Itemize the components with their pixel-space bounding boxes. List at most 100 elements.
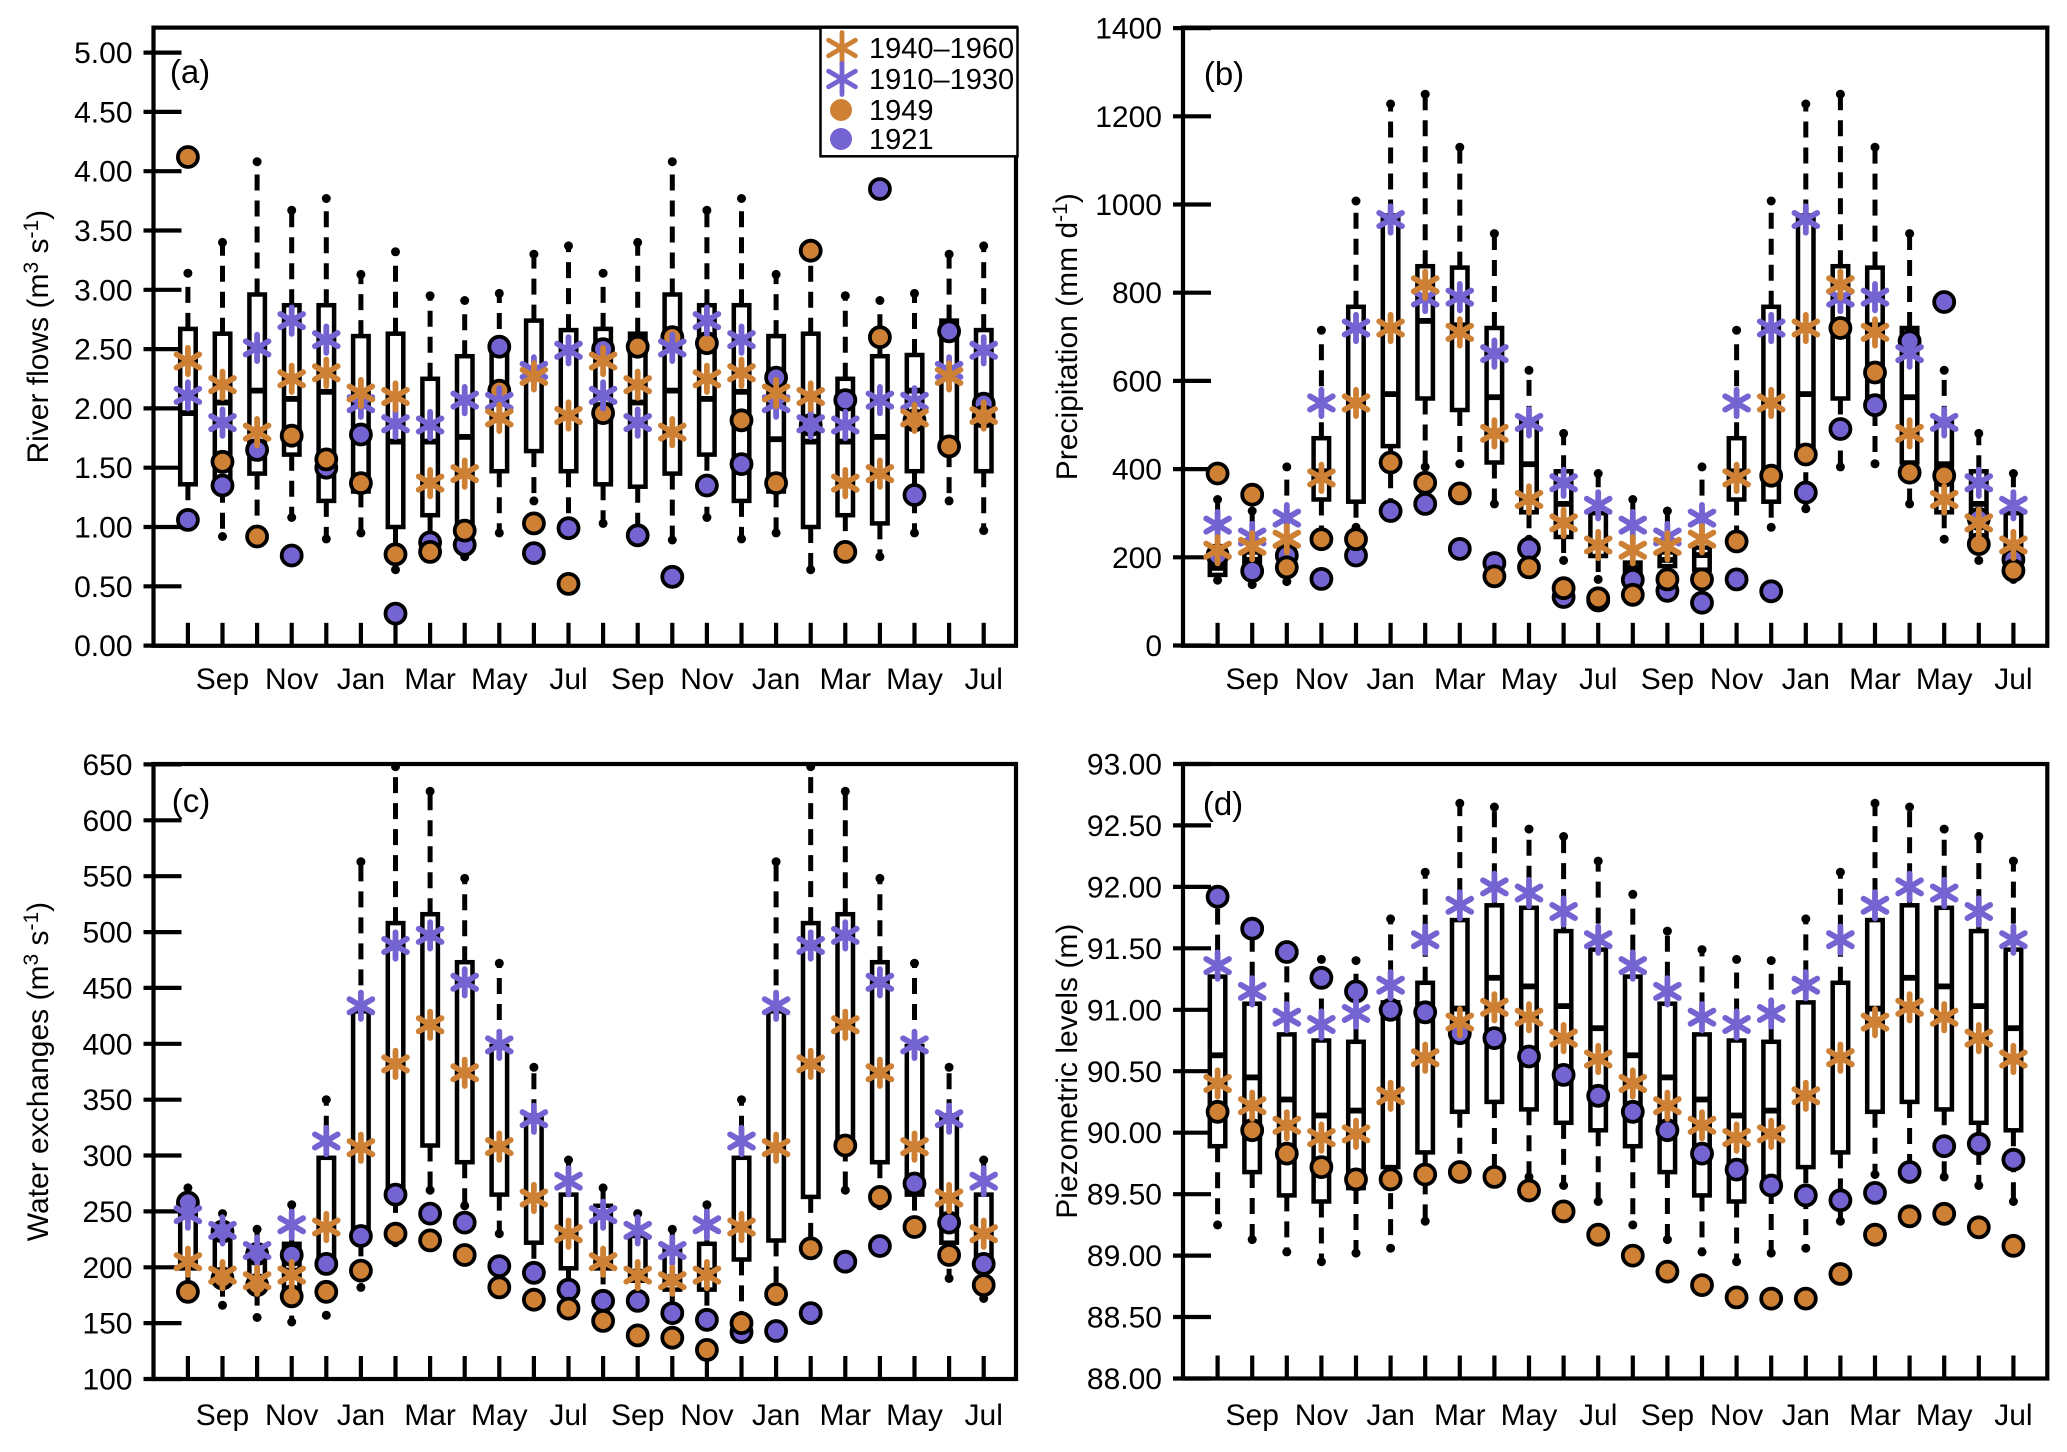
svg-text:89.00: 89.00	[1087, 1240, 1162, 1273]
svg-text:Jan: Jan	[752, 1399, 800, 1432]
svg-text:1949: 1949	[869, 95, 934, 127]
svg-text:1940–1960: 1940–1960	[869, 33, 1014, 65]
svg-text:1910–1930: 1910–1930	[869, 64, 1014, 96]
svg-text:Sep: Sep	[196, 1399, 249, 1432]
svg-text:5.00: 5.00	[74, 37, 132, 70]
svg-text:Jul: Jul	[1994, 1399, 2032, 1432]
svg-text:Nov: Nov	[1710, 663, 1763, 696]
svg-text:1.50: 1.50	[74, 452, 132, 485]
svg-text:May: May	[1916, 663, 1973, 696]
svg-text:Jul: Jul	[1579, 663, 1617, 696]
svg-text:800: 800	[1112, 277, 1162, 310]
svg-text:Jul: Jul	[1994, 663, 2032, 696]
svg-text:May: May	[1501, 663, 1558, 696]
svg-text:Mar: Mar	[1434, 1399, 1486, 1432]
svg-text:Jul: Jul	[549, 663, 587, 696]
svg-text:0.00: 0.00	[74, 630, 132, 663]
svg-text:Jul: Jul	[1579, 1399, 1617, 1432]
svg-text:Nov: Nov	[680, 1399, 733, 1432]
svg-text:May: May	[886, 1399, 943, 1432]
svg-text:90.50: 90.50	[1087, 1056, 1162, 1089]
svg-text:88.50: 88.50	[1087, 1302, 1162, 1335]
svg-text:500: 500	[82, 917, 132, 950]
svg-text:1.00: 1.00	[74, 512, 132, 545]
svg-text:Nov: Nov	[265, 663, 318, 696]
svg-text:300: 300	[82, 1140, 132, 1173]
svg-text:88.00: 88.00	[1087, 1363, 1162, 1396]
svg-text:650: 650	[82, 749, 132, 782]
svg-text:1400: 1400	[1095, 13, 1162, 46]
svg-text:100: 100	[82, 1364, 132, 1397]
svg-text:1921: 1921	[869, 124, 934, 156]
svg-text:550: 550	[82, 861, 132, 894]
svg-text:92.50: 92.50	[1087, 810, 1162, 843]
svg-text:Nov: Nov	[680, 663, 733, 696]
svg-text:Water exchanges (m3​ s-1​): Water exchanges (m3​ s-1​)	[20, 902, 55, 1241]
svg-text:(a): (a)	[170, 53, 210, 90]
svg-text:May: May	[886, 663, 943, 696]
svg-text:May: May	[1501, 1399, 1558, 1432]
svg-text:4.50: 4.50	[74, 96, 132, 129]
svg-text:Jul: Jul	[965, 1399, 1003, 1432]
svg-text:Nov: Nov	[1295, 663, 1348, 696]
svg-text:Precipitation (mm d-1​): Precipitation (mm d-1​)	[1049, 193, 1084, 480]
svg-text:3.50: 3.50	[74, 215, 132, 248]
svg-text:Sep: Sep	[1641, 1399, 1694, 1432]
svg-text:0: 0	[1145, 630, 1162, 663]
svg-text:Sep: Sep	[1226, 663, 1279, 696]
svg-text:Jan: Jan	[1782, 663, 1830, 696]
svg-text:91.00: 91.00	[1087, 994, 1162, 1027]
svg-text:(b): (b)	[1204, 55, 1244, 92]
svg-text:May: May	[471, 1399, 528, 1432]
svg-text:Nov: Nov	[265, 1399, 318, 1432]
svg-text:Sep: Sep	[611, 663, 664, 696]
svg-text:4.00: 4.00	[74, 156, 132, 189]
svg-text:Jan: Jan	[1782, 1399, 1830, 1432]
svg-text:Mar: Mar	[819, 1399, 871, 1432]
svg-text:(d): (d)	[1203, 785, 1243, 822]
svg-text:1000: 1000	[1095, 189, 1162, 222]
svg-text:Mar: Mar	[404, 663, 456, 696]
svg-text:May: May	[471, 663, 528, 696]
svg-text:Jan: Jan	[337, 663, 385, 696]
svg-text:92.00: 92.00	[1087, 871, 1162, 904]
svg-text:May: May	[1916, 1399, 1973, 1432]
svg-text:Jan: Jan	[752, 663, 800, 696]
svg-text:600: 600	[1112, 365, 1162, 398]
svg-text:450: 450	[82, 972, 132, 1005]
svg-text:91.50: 91.50	[1087, 933, 1162, 966]
svg-text:Sep: Sep	[1641, 663, 1694, 696]
svg-text:Mar: Mar	[1434, 663, 1486, 696]
svg-text:Nov: Nov	[1710, 1399, 1763, 1432]
svg-text:Sep: Sep	[196, 663, 249, 696]
svg-text:Sep: Sep	[1226, 1399, 1279, 1432]
svg-text:Jul: Jul	[549, 1399, 587, 1432]
svg-text:Mar: Mar	[819, 663, 871, 696]
svg-text:89.50: 89.50	[1087, 1179, 1162, 1212]
svg-text:150: 150	[82, 1308, 132, 1341]
svg-text:River flows (m3​ s-1​): River flows (m3​ s-1​)	[20, 210, 55, 464]
svg-text:Piezometric levels (m): Piezometric levels (m)	[1051, 924, 1084, 1219]
svg-text:Nov: Nov	[1295, 1399, 1348, 1432]
svg-text:200: 200	[1112, 542, 1162, 575]
svg-text:Mar: Mar	[1849, 663, 1901, 696]
svg-text:Jan: Jan	[1366, 1399, 1414, 1432]
svg-text:93.00: 93.00	[1087, 749, 1162, 782]
svg-text:2.00: 2.00	[74, 393, 132, 426]
svg-text:Mar: Mar	[404, 1399, 456, 1432]
svg-text:Jan: Jan	[1366, 663, 1414, 696]
svg-text:400: 400	[82, 1028, 132, 1061]
svg-text:Sep: Sep	[611, 1399, 664, 1432]
svg-text:1200: 1200	[1095, 101, 1162, 134]
svg-text:Jul: Jul	[965, 663, 1003, 696]
svg-text:(c): (c)	[172, 782, 210, 819]
svg-text:600: 600	[82, 805, 132, 838]
svg-text:Jan: Jan	[337, 1399, 385, 1432]
svg-text:400: 400	[1112, 454, 1162, 487]
svg-text:90.00: 90.00	[1087, 1117, 1162, 1150]
svg-text:Mar: Mar	[1849, 1399, 1901, 1432]
svg-text:3.00: 3.00	[74, 274, 132, 307]
svg-text:200: 200	[82, 1252, 132, 1285]
svg-text:2.50: 2.50	[74, 334, 132, 367]
svg-text:350: 350	[82, 1084, 132, 1117]
